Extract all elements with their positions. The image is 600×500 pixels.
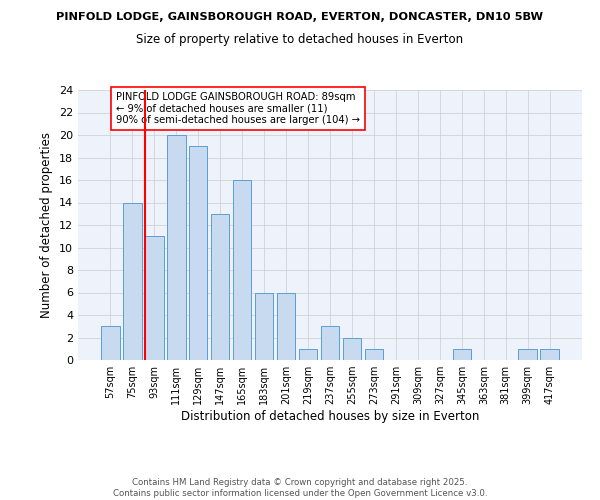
Bar bbox=[518, 349, 537, 360]
Bar bbox=[299, 349, 317, 360]
Bar bbox=[365, 349, 383, 360]
Text: PINFOLD LODGE GAINSBOROUGH ROAD: 89sqm
← 9% of detached houses are smaller (11)
: PINFOLD LODGE GAINSBOROUGH ROAD: 89sqm ←… bbox=[116, 92, 360, 126]
Bar bbox=[211, 214, 229, 360]
Bar bbox=[123, 202, 142, 360]
Bar bbox=[320, 326, 340, 360]
Bar bbox=[233, 180, 251, 360]
Bar bbox=[255, 292, 274, 360]
Text: Size of property relative to detached houses in Everton: Size of property relative to detached ho… bbox=[136, 32, 464, 46]
Bar bbox=[541, 349, 559, 360]
Text: Contains HM Land Registry data © Crown copyright and database right 2025.
Contai: Contains HM Land Registry data © Crown c… bbox=[113, 478, 487, 498]
Bar bbox=[277, 292, 295, 360]
Bar bbox=[452, 349, 471, 360]
Bar bbox=[167, 135, 185, 360]
Bar bbox=[189, 146, 208, 360]
Bar bbox=[343, 338, 361, 360]
Text: PINFOLD LODGE, GAINSBOROUGH ROAD, EVERTON, DONCASTER, DN10 5BW: PINFOLD LODGE, GAINSBOROUGH ROAD, EVERTO… bbox=[56, 12, 544, 22]
X-axis label: Distribution of detached houses by size in Everton: Distribution of detached houses by size … bbox=[181, 410, 479, 423]
Y-axis label: Number of detached properties: Number of detached properties bbox=[40, 132, 53, 318]
Bar bbox=[101, 326, 119, 360]
Bar bbox=[145, 236, 164, 360]
